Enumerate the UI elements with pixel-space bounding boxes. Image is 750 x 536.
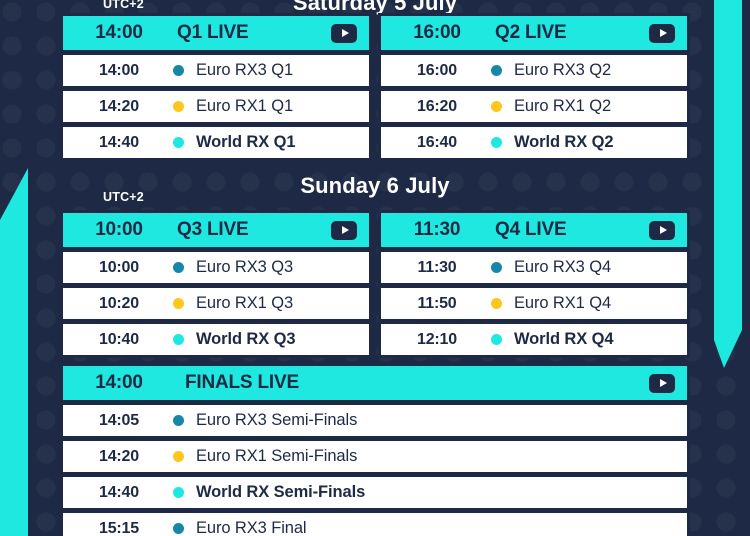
category-dot bbox=[173, 487, 184, 498]
table-row: 12:10 World RX Q4 bbox=[378, 322, 690, 358]
table-row: 16:40 World RX Q2 bbox=[378, 125, 690, 161]
table-row: 10:20 Euro RX1 Q3 bbox=[60, 286, 372, 322]
table-row: 14:20 Euro RX1 Q1 bbox=[60, 89, 372, 125]
table-row: 14:00 Euro RX3 Q1 bbox=[60, 53, 372, 89]
table-row: 10:40 World RX Q3 bbox=[60, 322, 372, 358]
row-label: World RX Q3 bbox=[196, 330, 296, 348]
row-label: Euro RX1 Semi-Finals bbox=[196, 447, 358, 465]
category-dot bbox=[173, 334, 184, 345]
category-dot bbox=[491, 262, 502, 273]
row-label: Euro RX1 Q1 bbox=[196, 97, 294, 115]
row-time: 16:20 bbox=[417, 97, 457, 115]
row-label: Euro RX1 Q2 bbox=[514, 97, 612, 115]
row-label: Euro RX3 Q4 bbox=[514, 258, 612, 276]
category-dot bbox=[491, 101, 502, 112]
session-column-q4: 11:30 Q4 LIVE 11:30 Euro RX3 Q4 11:50 Eu… bbox=[375, 210, 690, 358]
schedule-block-finals: 14:00 FINALS LIVE 14:05 Euro RX3 Semi-Fi… bbox=[60, 363, 690, 536]
row-label: Euro RX3 Final bbox=[196, 519, 307, 536]
utc-label-saturday: UTC+2 bbox=[103, 0, 144, 11]
day-heading-saturday: Saturday 5 July bbox=[292, 0, 458, 15]
session-header-time: 11:30 bbox=[413, 219, 461, 240]
row-time: 16:40 bbox=[417, 133, 457, 151]
day-heading-sunday: Sunday 6 July bbox=[300, 173, 450, 198]
table-row: 14:05 Euro RX3 Semi-Finals bbox=[60, 403, 690, 439]
youtube-play-icon[interactable] bbox=[331, 23, 357, 43]
session-header-title: Q2 LIVE bbox=[495, 22, 567, 43]
row-time: 14:05 bbox=[99, 411, 139, 429]
session-header-title: FINALS LIVE bbox=[185, 372, 299, 393]
session-header-time: 16:00 bbox=[413, 22, 461, 43]
decorative-left-wedge bbox=[0, 168, 60, 536]
session-column-q3: 10:00 Q3 LIVE 10:00 Euro RX3 Q3 10:20 Eu… bbox=[60, 210, 375, 358]
row-time: 10:20 bbox=[99, 294, 139, 312]
row-time: 11:30 bbox=[417, 258, 457, 276]
youtube-play-icon[interactable] bbox=[649, 220, 675, 240]
table-row: 15:15 Euro RX3 Final bbox=[60, 511, 690, 536]
row-time: 14:40 bbox=[99, 483, 139, 501]
row-time: 14:00 bbox=[99, 61, 139, 79]
row-label: Euro RX3 Q3 bbox=[196, 258, 294, 276]
category-dot bbox=[173, 65, 184, 76]
category-dot bbox=[173, 298, 184, 309]
session-header-q1[interactable]: 14:00 Q1 LIVE bbox=[60, 13, 372, 53]
table-row: 14:40 World RX Q1 bbox=[60, 125, 372, 161]
category-dot bbox=[491, 298, 502, 309]
session-column-q2: 16:00 Q2 LIVE 16:00 Euro RX3 Q2 16:20 Eu… bbox=[375, 13, 690, 161]
row-label: Euro RX1 Q4 bbox=[514, 294, 612, 312]
session-header-q2[interactable]: 16:00 Q2 LIVE bbox=[378, 13, 690, 53]
table-row: 11:30 Euro RX3 Q4 bbox=[378, 250, 690, 286]
row-time: 14:20 bbox=[99, 97, 139, 115]
row-label: Euro RX3 Q1 bbox=[196, 61, 294, 79]
category-dot bbox=[173, 451, 184, 462]
utc-label-sunday: UTC+2 bbox=[103, 190, 144, 204]
category-dot bbox=[173, 523, 184, 534]
row-time: 12:10 bbox=[417, 330, 457, 348]
category-dot bbox=[173, 262, 184, 273]
decorative-right-stripe bbox=[708, 0, 750, 380]
row-time: 10:00 bbox=[99, 258, 139, 276]
schedule-block-saturday: 14:00 Q1 LIVE 14:00 Euro RX3 Q1 14:20 Eu… bbox=[60, 13, 690, 161]
table-row: 10:00 Euro RX3 Q3 bbox=[60, 250, 372, 286]
row-label: Euro RX3 Q2 bbox=[514, 61, 612, 79]
category-dot bbox=[491, 65, 502, 76]
session-header-finals[interactable]: 14:00 FINALS LIVE bbox=[60, 363, 690, 403]
session-header-title: Q1 LIVE bbox=[177, 22, 249, 43]
category-dot bbox=[491, 137, 502, 148]
category-dot bbox=[491, 334, 502, 345]
table-row: 11:50 Euro RX1 Q4 bbox=[378, 286, 690, 322]
table-row: 16:00 Euro RX3 Q2 bbox=[378, 53, 690, 89]
row-label: Euro RX1 Q3 bbox=[196, 294, 294, 312]
schedule-block-sunday: 10:00 Q3 LIVE 10:00 Euro RX3 Q3 10:20 Eu… bbox=[60, 210, 690, 358]
row-time: 11:50 bbox=[417, 294, 457, 312]
session-header-q3[interactable]: 10:00 Q3 LIVE bbox=[60, 210, 372, 250]
session-column-finals: 14:00 FINALS LIVE 14:05 Euro RX3 Semi-Fi… bbox=[60, 363, 690, 536]
youtube-play-icon[interactable] bbox=[649, 373, 675, 393]
session-header-time: 10:00 bbox=[95, 219, 143, 240]
row-time: 16:00 bbox=[417, 61, 457, 79]
row-label: Euro RX3 Semi-Finals bbox=[196, 411, 358, 429]
youtube-play-icon[interactable] bbox=[331, 220, 357, 240]
row-time: 14:40 bbox=[99, 133, 139, 151]
session-header-time: 14:00 bbox=[95, 22, 143, 43]
row-time: 14:20 bbox=[99, 447, 139, 465]
row-label: World RX Q1 bbox=[196, 133, 296, 151]
category-dot bbox=[173, 415, 184, 426]
youtube-play-icon[interactable] bbox=[649, 23, 675, 43]
table-row: 16:20 Euro RX1 Q2 bbox=[378, 89, 690, 125]
row-label: World RX Semi-Finals bbox=[196, 483, 366, 501]
session-header-time: 14:00 bbox=[95, 372, 143, 393]
row-label: World RX Q4 bbox=[514, 330, 614, 348]
session-column-q1: 14:00 Q1 LIVE 14:00 Euro RX3 Q1 14:20 Eu… bbox=[60, 13, 375, 161]
row-time: 15:15 bbox=[99, 519, 139, 536]
row-time: 10:40 bbox=[99, 330, 139, 348]
session-header-title: Q4 LIVE bbox=[495, 219, 567, 240]
table-row: 14:20 Euro RX1 Semi-Finals bbox=[60, 439, 690, 475]
category-dot bbox=[173, 101, 184, 112]
session-header-title: Q3 LIVE bbox=[177, 219, 249, 240]
row-label: World RX Q2 bbox=[514, 133, 614, 151]
session-header-q4[interactable]: 11:30 Q4 LIVE bbox=[378, 210, 690, 250]
table-row: 14:40 World RX Semi-Finals bbox=[60, 475, 690, 511]
category-dot bbox=[173, 137, 184, 148]
